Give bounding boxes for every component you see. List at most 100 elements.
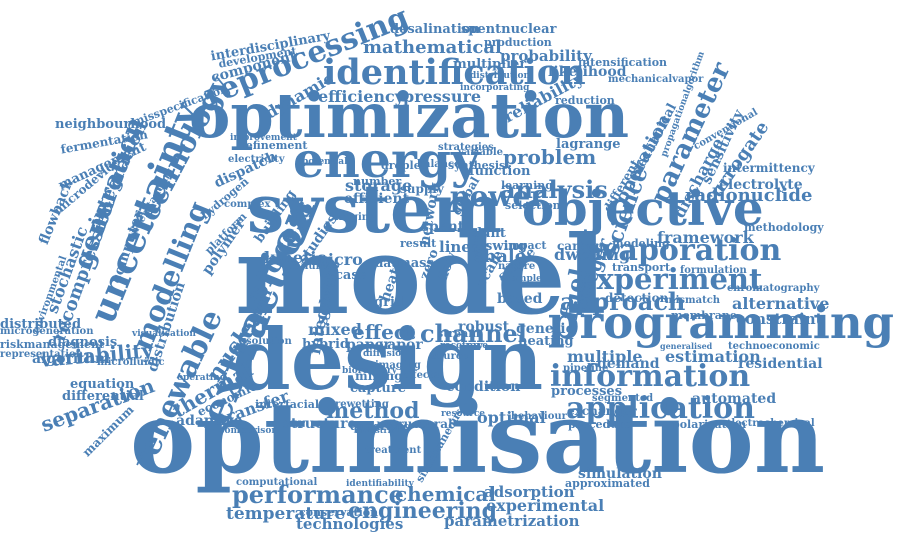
word-variable: variable	[458, 147, 503, 158]
word-representation: representation	[0, 349, 83, 360]
word-intensification: intensification	[578, 56, 668, 69]
word-spentnuclear: spentnuclear	[461, 22, 557, 37]
word-reduction: reduction	[555, 94, 615, 107]
word-recovery: recovery	[440, 341, 483, 351]
word-energy: energy	[293, 131, 480, 189]
word-approximated: approximated	[565, 477, 650, 490]
word-electrolyte: electrolyte	[719, 177, 803, 193]
word-parametrization: parametrization	[444, 512, 580, 530]
word-function: function	[469, 164, 531, 179]
word-model: model	[235, 213, 607, 339]
word-channel: channel	[420, 319, 527, 348]
word-demand: demand	[597, 356, 660, 372]
word-learning: learning	[501, 179, 553, 192]
word-evaporation: evaporation	[582, 233, 782, 268]
word-approach: approach	[560, 287, 686, 316]
word-simulation: simulation	[578, 466, 662, 482]
word-optimal: optimal	[477, 408, 546, 427]
word-design: design	[232, 310, 544, 409]
word-pressure: pressure	[403, 87, 482, 106]
word-optimization: optimization	[189, 79, 630, 152]
word-intermittency: intermittency	[723, 161, 815, 175]
word-multiple: multiple	[567, 347, 643, 366]
word-information: information	[550, 359, 751, 394]
word-operating: operating	[177, 373, 227, 383]
word-paper: paper	[346, 337, 391, 353]
word-neighbourhood: neighbourhood	[55, 117, 167, 132]
word-synthesis: synthesis	[448, 159, 506, 172]
word-treatment: treatment	[365, 445, 422, 456]
word-experiment: experiment	[578, 262, 763, 296]
word-constraint: constraint	[736, 310, 823, 328]
word-membrane: membrane	[671, 309, 737, 322]
word-segmented: segmented	[592, 393, 654, 404]
word-transport: transport	[612, 261, 671, 274]
word-potential: potential	[302, 157, 348, 167]
word-grid: grid	[374, 295, 404, 310]
word-example: example	[500, 274, 542, 284]
word-lagrange: lagrange	[556, 137, 621, 152]
word-chemical: chemical	[395, 482, 496, 506]
word-carbon: carbon	[557, 239, 604, 253]
word-procedure: procedure	[568, 418, 632, 431]
word-identification: identification	[323, 52, 586, 93]
word-distribution2: distribution	[470, 71, 531, 81]
word-robust: robust	[458, 319, 510, 335]
word-structure: structure	[283, 416, 357, 432]
word-mining: mining	[355, 369, 403, 383]
word-adsorption: adsorption	[484, 483, 575, 501]
word-complex: complex	[224, 199, 271, 210]
word-engineering: engineering	[348, 498, 498, 524]
word-analysis: analysis	[500, 175, 608, 204]
word-behaviour: behaviour	[511, 411, 567, 422]
word-likelihood: likelihood	[548, 64, 627, 80]
word-condition: condition	[446, 379, 521, 395]
word-kriging: kriging	[335, 212, 377, 223]
word-radionuclide: radionuclide	[685, 185, 813, 206]
word-genetic: genetic	[516, 321, 575, 337]
word-programming: programming	[548, 296, 895, 349]
word-diffusion: diffusion	[363, 349, 408, 359]
word-rewetting: rewetting	[335, 399, 389, 410]
word-linear: linear	[439, 238, 489, 256]
word-experimental: experimental	[486, 496, 605, 515]
word-droplet: droplet	[381, 159, 426, 172]
word-differential: differential	[62, 389, 144, 404]
word-nature: nature	[498, 261, 536, 272]
word-data: data	[375, 256, 405, 270]
word-spent: spent	[421, 219, 465, 235]
word-framework: framework	[657, 228, 754, 247]
word-capture: capture	[350, 381, 407, 396]
word-heating: heating	[518, 334, 574, 349]
word-electrochemical: electrochemical	[725, 418, 815, 429]
word-automated: automated	[692, 391, 777, 407]
word-formulation: formulation	[680, 265, 747, 276]
word-incorporating: incorporating	[460, 83, 530, 93]
word-effects: effects	[402, 370, 440, 381]
word-objective: objective	[522, 181, 764, 237]
word-estimation: estimation	[665, 347, 761, 366]
word-number: number	[353, 175, 402, 188]
word-electricity: electricity	[228, 154, 285, 165]
word-interfacial: interfacial	[255, 398, 320, 411]
word-case: case	[335, 268, 367, 283]
word-conservation: conservation	[299, 506, 379, 519]
word-modeling: modeling	[612, 237, 670, 250]
word-technoeconomic: technoeconomic	[728, 341, 820, 352]
word-balance: balance	[417, 159, 461, 170]
word-dwelling: dwelling	[554, 245, 631, 264]
word-desalination: desalination	[390, 22, 480, 37]
word-mass: mass	[397, 256, 434, 271]
word-production: production	[484, 36, 552, 49]
word-impact: impact	[504, 239, 547, 252]
word-hybrid: hybrid	[302, 337, 349, 352]
word-system: system	[247, 170, 502, 248]
word-selection: selection	[505, 199, 561, 212]
word-quadratic: quadratic	[350, 420, 410, 433]
word-processes: processes	[551, 384, 623, 399]
word-trace: trace	[462, 341, 488, 351]
word-alternative: alternative	[732, 294, 830, 313]
word-visualisation: visualisation	[132, 329, 196, 339]
word-adaptive: adaptive	[176, 413, 243, 429]
word-efficiency: efficiency	[318, 87, 405, 106]
